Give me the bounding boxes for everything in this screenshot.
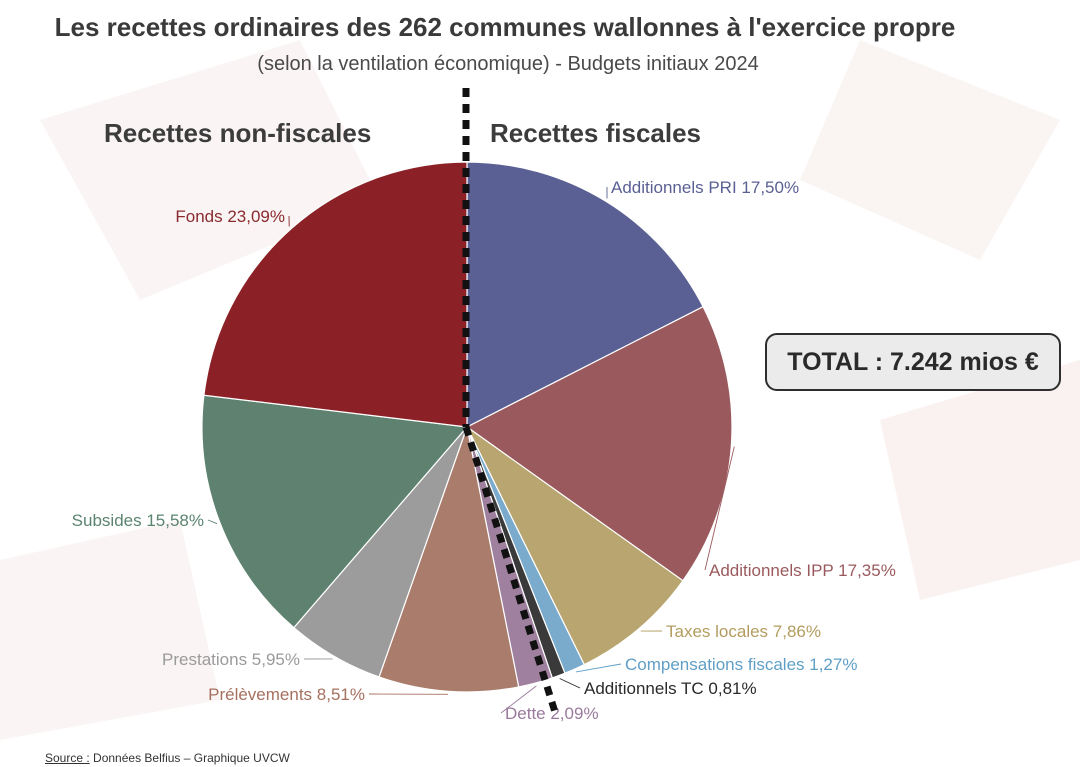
slice-label-subsides: Subsides 15,58%: [72, 511, 204, 530]
pie-slice-taxes-2: [466, 426, 684, 666]
leader-line-compensations: [575, 663, 622, 673]
slice-label-prestations: Prestations 5,95%: [162, 650, 300, 669]
chart-title: Les recettes ordinaires des 262 communes…: [54, 12, 956, 42]
pie-slice-additionnels-1: [465, 305, 733, 582]
slice-label-taxes: Taxes locales 7,86%: [666, 622, 821, 641]
source-note: Source : Données Belfius – Graphique UVC…: [45, 751, 290, 765]
total-box: TOTAL : 7.242 mios €: [765, 333, 1061, 391]
slice-label-additionnels: Additionnels TC 0,81%: [584, 679, 757, 698]
slice-label-additionnels: Additionnels PRI 17,50%: [611, 178, 799, 197]
pie-slice-fonds-9: [203, 161, 468, 428]
fiscal-divider-lower: [462, 425, 559, 714]
slice-label-prelevements: Prélèvements 8,51%: [208, 685, 365, 704]
chart-subtitle: (selon la ventilation économique) - Budg…: [257, 53, 759, 75]
side-heading-fiscal: Recettes fiscales: [490, 118, 702, 148]
slice-label-dette: Dette 2,09%: [505, 704, 599, 723]
slice-label-compensations: Compensations fiscales 1,27%: [625, 655, 857, 674]
leader-line-subsides: [207, 519, 218, 525]
pie-slice-prelevements-6: [378, 424, 520, 693]
leader-line-dette: [500, 685, 537, 714]
source-text: Données Belfius – Graphique UVCW: [93, 751, 290, 765]
pie-slice-additionnels-0: [466, 161, 704, 428]
side-heading-non-fiscal: Recettes non-fiscales: [104, 118, 372, 148]
pie-slice-subsides-8: [201, 394, 469, 629]
leader-line-additionnels: [704, 446, 735, 571]
source-prefix: Source :: [45, 751, 90, 765]
slice-label-additionnels: Additionnels IPP 17,35%: [709, 561, 896, 580]
leader-line-additionnels: [559, 678, 581, 689]
slice-label-fonds: Fonds 23,09%: [175, 207, 285, 226]
